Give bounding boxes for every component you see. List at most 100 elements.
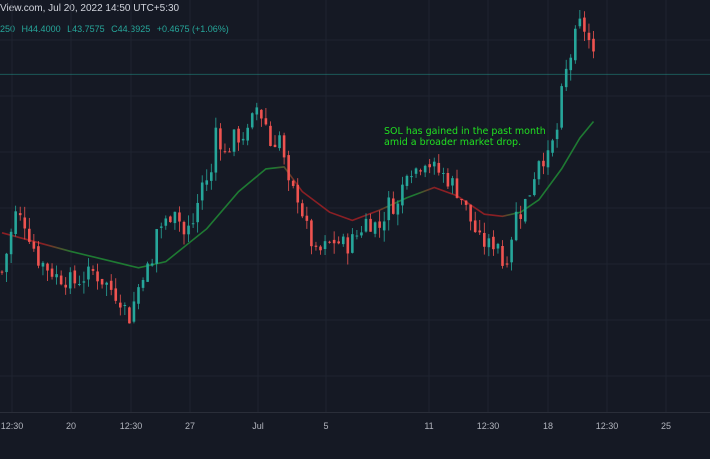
candle: [46, 262, 49, 282]
x-tick-label: 27: [184, 421, 196, 431]
candle-body: [451, 178, 454, 186]
candle-body: [341, 236, 345, 245]
candle-body: [169, 216, 172, 223]
candle-body: [287, 155, 290, 181]
candle: [378, 210, 381, 238]
candle: [592, 31, 595, 59]
candle: [246, 123, 249, 146]
candle: [250, 112, 254, 130]
candle: [551, 138, 554, 157]
candle: [446, 168, 450, 190]
candle-body: [396, 203, 400, 215]
candle-body: [100, 278, 104, 285]
candle-body: [273, 144, 277, 147]
candle-body: [64, 284, 67, 288]
candle-body: [378, 221, 381, 228]
candle-body: [382, 221, 386, 231]
candle: [546, 140, 550, 175]
candle-body: [82, 281, 86, 283]
candle: [137, 283, 140, 310]
candle: [78, 275, 81, 287]
candle-body: [264, 118, 268, 125]
candle-body: [301, 203, 304, 217]
candle-body: [246, 127, 249, 141]
candle: [23, 206, 27, 240]
candle: [396, 200, 400, 226]
candle: [178, 206, 181, 232]
candle-body: [250, 113, 254, 128]
candle-body: [137, 287, 140, 304]
candle: [528, 195, 532, 197]
candle-body: [150, 263, 154, 266]
candle: [514, 202, 518, 242]
candle-body: [91, 269, 95, 271]
candle: [260, 109, 263, 127]
candle: [114, 278, 118, 304]
candle-body: [282, 135, 286, 158]
candle: [28, 217, 31, 245]
candle-body: [200, 182, 204, 201]
x-tick-label: 18: [542, 421, 554, 431]
candle-body: [310, 220, 313, 247]
candle: [369, 213, 372, 232]
price-plot[interactable]: [0, 0, 710, 412]
candle: [164, 215, 168, 230]
candle: [387, 191, 391, 231]
candle: [346, 233, 350, 265]
candle: [537, 160, 541, 185]
candle: [423, 164, 427, 178]
candle-body: [128, 307, 131, 324]
candle: [146, 261, 149, 282]
candle: [583, 11, 586, 41]
candle-body: [492, 236, 495, 250]
candle-body: [428, 164, 431, 168]
candle: [228, 147, 231, 153]
candle-body: [464, 200, 468, 205]
candle: [332, 231, 336, 254]
candle: [196, 194, 199, 233]
candle: [155, 228, 158, 273]
candle: [18, 206, 22, 221]
candle: [91, 265, 95, 275]
candle: [109, 274, 113, 296]
candle: [187, 215, 190, 243]
x-tick-label: 5: [323, 421, 329, 431]
candle-body: [583, 17, 586, 32]
candle: [141, 277, 145, 292]
candle: [96, 263, 99, 290]
ohlc-low: L43.7575: [67, 24, 105, 34]
time-axis[interactable]: 12:30 20 12:30 27 Jul 5 11 12:30 18 12:30 25: [0, 412, 710, 459]
candle: [132, 291, 136, 324]
candle: [128, 306, 131, 324]
candle-body: [501, 246, 504, 266]
candle-body: [592, 38, 595, 52]
candle-body: [355, 235, 359, 237]
grid-lines: [0, 0, 710, 412]
candle-body: [164, 218, 168, 226]
candle: [555, 123, 559, 148]
candle: [360, 225, 363, 238]
candle-body: [73, 270, 77, 284]
candle: [455, 169, 459, 199]
candle: [542, 152, 545, 175]
candle: [305, 206, 309, 229]
candle-body: [578, 18, 582, 27]
candle-body: [496, 243, 500, 249]
candle-body: [510, 239, 513, 263]
candle: [373, 221, 377, 238]
candle: [241, 132, 245, 145]
candle-body: [105, 282, 108, 285]
candle: [82, 271, 86, 294]
candle-body: [14, 211, 17, 234]
candle-body: [173, 211, 177, 224]
candle-body: [255, 107, 259, 115]
candle-body: [23, 217, 27, 229]
annotation-box: SOL has gained in the past month amid a …: [384, 126, 584, 148]
candle: [100, 278, 104, 289]
candle: [319, 245, 322, 255]
candle: [223, 143, 227, 154]
x-tick-label: 12:30: [119, 421, 143, 431]
candle-body: [505, 263, 509, 265]
ohlc-change: +0.4675 (+1.06%): [156, 24, 229, 34]
x-tick-label: 12:30: [0, 421, 24, 431]
